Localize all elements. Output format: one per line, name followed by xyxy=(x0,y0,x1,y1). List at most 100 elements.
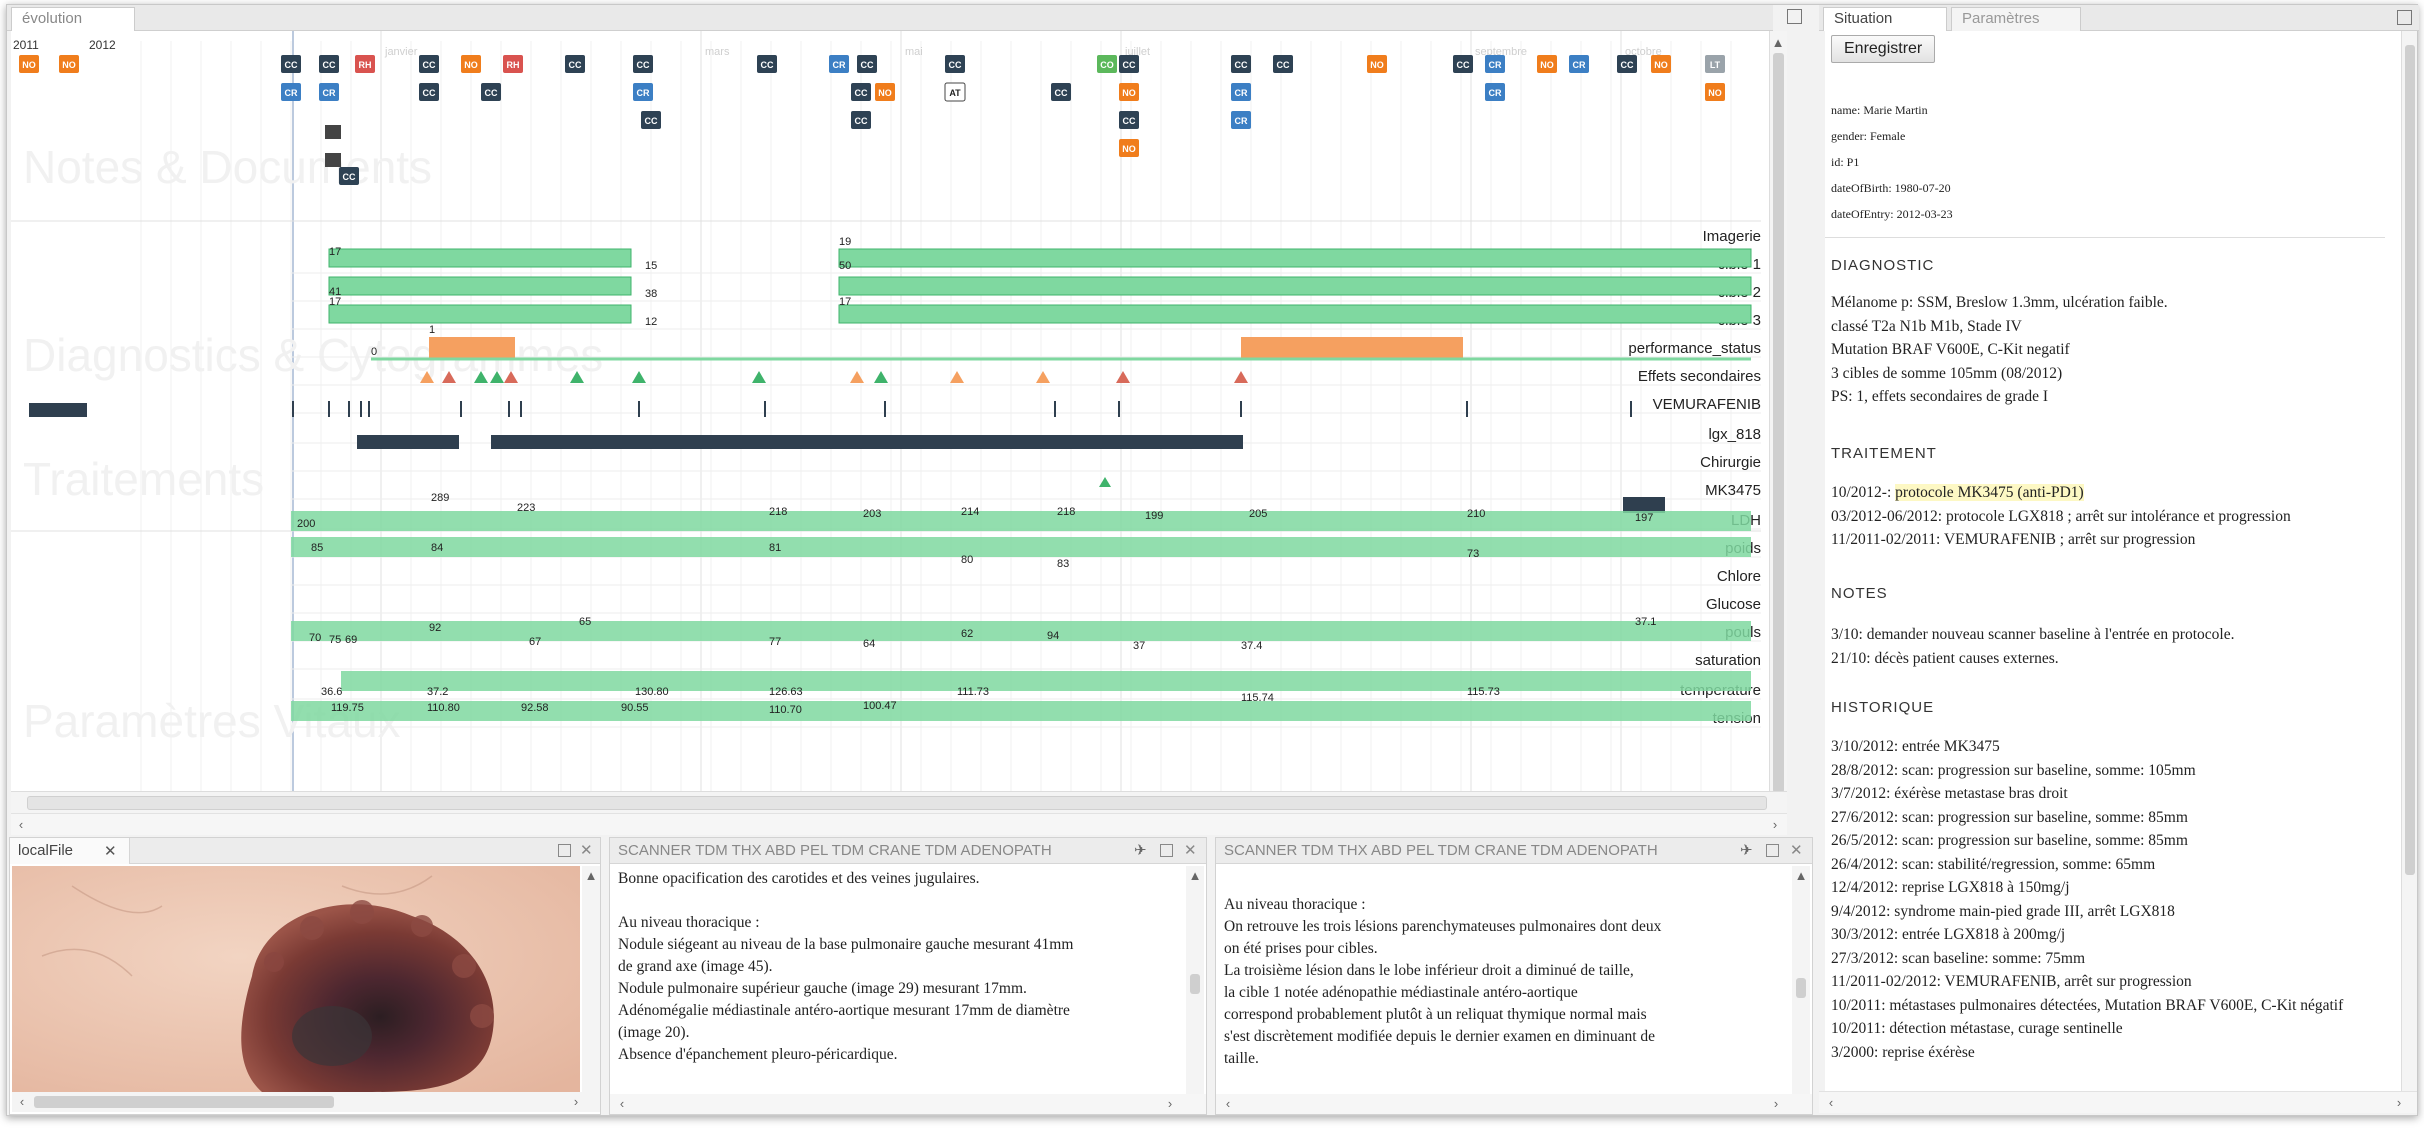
doc1-scroll-thumb[interactable] xyxy=(1190,974,1200,994)
section-watermark: Notes & Documents xyxy=(23,141,432,193)
scroll-left-icon[interactable]: ‹ xyxy=(619,1096,625,1111)
tab-parametres[interactable]: Paramètres xyxy=(1951,7,2081,31)
note-icon-at xyxy=(944,82,966,102)
history-line: 26/4/2012: scan: stabilité/regression, s… xyxy=(1831,855,2156,873)
timeline-maximize-icon[interactable] xyxy=(1787,9,1802,24)
history-line: 10/2011: métastases pulmonaires détectée… xyxy=(1831,996,2344,1014)
side-effect-marker xyxy=(474,371,488,383)
scroll-left-icon[interactable]: ‹ xyxy=(19,1094,25,1109)
image-hscroll-thumb[interactable] xyxy=(34,1096,334,1108)
side-effect-marker xyxy=(490,371,504,383)
timeline-svg: janvier mars mai juillet septembre octobre201… xyxy=(11,31,1761,791)
timeline-horizontal-scrollbar[interactable] xyxy=(11,791,1787,815)
note-icon-label: NO xyxy=(22,60,36,70)
doc2-title: SCANNER TDM THX ABD PEL TDM CRANE TDM AD… xyxy=(1224,842,1658,859)
scroll-left-icon[interactable]: ‹ xyxy=(18,817,24,832)
scroll-thumb[interactable] xyxy=(1773,53,1784,793)
value-label: 223 xyxy=(517,502,535,514)
note-icon-cr xyxy=(1231,111,1251,129)
diagnostic-line: 3 cibles de somme 105mm (08/2012) xyxy=(1831,364,2063,382)
doc2-scroll-thumb[interactable] xyxy=(1796,978,1806,998)
scroll-right-icon[interactable]: › xyxy=(1773,1096,1779,1111)
note-icon-label: CC xyxy=(1277,60,1290,70)
scroll-right-icon[interactable]: › xyxy=(2396,1095,2402,1110)
side-vertical-scrollbar[interactable] xyxy=(2401,31,2417,1091)
note-icon-cr xyxy=(281,83,301,101)
value-label: 37.4 xyxy=(1241,640,1262,652)
scroll-right-icon[interactable]: › xyxy=(1772,817,1778,832)
side-maximize-icon[interactable] xyxy=(2397,10,2412,25)
image-vscroll[interactable]: ▲ xyxy=(582,866,600,1092)
diagnostic-line: Mélanome p: SSM, Breslow 1.3mm, ulcérati… xyxy=(1831,294,2168,311)
doc2-hscroll[interactable]: ‹ › xyxy=(1216,1094,1812,1114)
value-label: 81 xyxy=(769,542,781,554)
tab-evolution[interactable]: évolution xyxy=(11,7,135,31)
note-icon-cr xyxy=(1231,83,1251,101)
doc1-vscroll[interactable]: ▲ xyxy=(1186,866,1204,1096)
vital-band xyxy=(341,671,1751,691)
timeline-footer-scrollbar[interactable]: ‹ › xyxy=(11,813,1787,835)
history-line: 3/7/2012: éxérèse metastase bras droit xyxy=(1831,785,2068,802)
value-label: 214 xyxy=(961,506,979,518)
doc-line: s'est discrètement modifiée depuis le de… xyxy=(1224,1028,1656,1045)
image-panel-title: localFile xyxy=(18,842,74,859)
value-label: 100.47 xyxy=(863,700,897,712)
image-panel: localFile ✕ ✕ ▲ ‹ › xyxy=(9,837,601,1115)
close-icon[interactable]: ✕ xyxy=(580,842,593,859)
side-scroll-thumb[interactable] xyxy=(2405,45,2415,875)
side-effect-marker xyxy=(420,371,434,383)
pin-icon[interactable]: ✈ xyxy=(1740,842,1753,859)
vital-band xyxy=(291,537,1751,557)
note-icon-label: CR xyxy=(285,88,298,98)
doc2-vscroll[interactable]: ▲ xyxy=(1792,866,1810,1096)
scroll-left-icon[interactable]: ‹ xyxy=(1225,1096,1231,1111)
side-horizontal-scrollbar[interactable]: ‹ › xyxy=(1819,1091,2417,1113)
note-icon-label: RH xyxy=(359,60,372,70)
scroll-left-icon[interactable]: ‹ xyxy=(1828,1095,1834,1110)
note-line: 21/10: décès patient causes externes. xyxy=(1831,649,2059,667)
history-line: 10/2011: détection métastase, curage sen… xyxy=(1831,1020,2123,1037)
scroll-right-icon[interactable]: › xyxy=(573,1094,579,1109)
doc-line: Au niveau thoracique : xyxy=(1224,896,1366,913)
scroll-up-icon[interactable]: ▲ xyxy=(1188,868,1202,883)
value-label: 199 xyxy=(1145,510,1163,522)
doc1-hscroll[interactable]: ‹ › xyxy=(610,1094,1206,1114)
maximize-icon[interactable] xyxy=(1160,844,1173,857)
close-icon[interactable]: ✕ xyxy=(1790,842,1803,859)
patient-info: name: Marie Martin gender: Female id: P1… xyxy=(1831,97,1953,227)
note-icon-label: CC xyxy=(1123,60,1136,70)
maximize-icon[interactable] xyxy=(1766,844,1779,857)
save-button[interactable]: Enregistrer xyxy=(1831,35,1936,63)
doc-line: Nodule siégeant au niveau de la base pul… xyxy=(618,936,1074,953)
close-icon[interactable]: ✕ xyxy=(1184,842,1197,859)
history-line: 11/2011-02/2012: VEMURAFENIB, arrêt sur … xyxy=(1831,973,2192,990)
value-label: 15 xyxy=(645,260,657,272)
note-icon-label: CC xyxy=(1621,60,1634,70)
doc-line: de grand axe (image 45). xyxy=(618,958,773,975)
note-icon-no xyxy=(1705,83,1725,101)
doc2-tab: SCANNER TDM THX ABD PEL TDM CRANE TDM AD… xyxy=(1216,838,1812,864)
tab-situation[interactable]: Situation xyxy=(1823,7,1947,31)
maximize-icon[interactable] xyxy=(558,844,571,857)
image-hscroll[interactable]: ‹ › xyxy=(12,1092,600,1112)
timeline-vertical-scrollbar[interactable]: ▲ xyxy=(1769,31,1787,793)
scroll-up-icon[interactable]: ▲ xyxy=(584,868,598,883)
row-label: Effets secondaires xyxy=(1638,368,1761,385)
history-line: 3/2000: reprise éxérèse xyxy=(1831,1043,1975,1061)
notes-heading: NOTES xyxy=(1831,585,1888,602)
note-icon-no xyxy=(1651,55,1671,73)
value-label: 80 xyxy=(961,554,973,566)
note-icon-cc xyxy=(945,55,965,73)
patient-name: name: Marie Martin xyxy=(1831,103,1928,117)
scroll-right-icon[interactable]: › xyxy=(1167,1096,1173,1111)
value-label: 17 xyxy=(839,296,851,308)
month-label: mars xyxy=(705,46,730,58)
scroll-up-icon[interactable]: ▲ xyxy=(1771,35,1785,50)
pin-icon[interactable]: ✈ xyxy=(1134,842,1147,859)
scroll-up-icon[interactable]: ▲ xyxy=(1794,868,1808,883)
close-icon[interactable]: ✕ xyxy=(104,843,117,860)
hscroll-thumb[interactable] xyxy=(27,796,1767,810)
vital-band xyxy=(291,511,471,531)
note-icon-label: CC xyxy=(645,116,658,126)
value-label: 77 xyxy=(769,636,781,648)
